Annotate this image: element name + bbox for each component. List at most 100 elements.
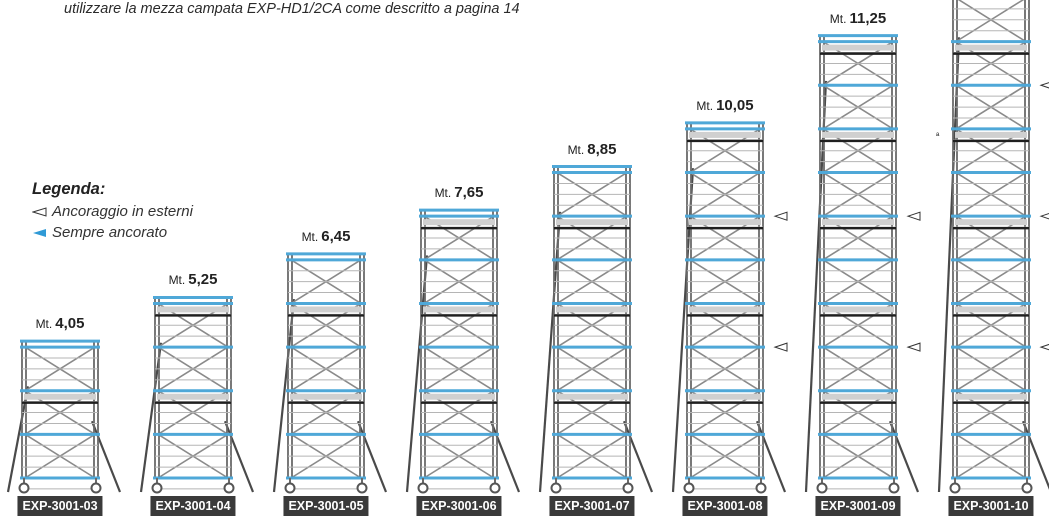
height-value: 8,85 bbox=[587, 140, 617, 158]
scaffold-tower bbox=[538, 165, 654, 512]
anchor-marker-icon bbox=[1039, 82, 1049, 89]
caster-wheel-icon bbox=[417, 482, 429, 494]
height-value: 6,45 bbox=[321, 227, 351, 245]
height-label: Mt. 8,85 bbox=[568, 141, 617, 158]
product-code-badge: EXP-3001-04 bbox=[150, 496, 236, 516]
platform bbox=[423, 393, 495, 400]
caster-wheel-icon bbox=[223, 482, 235, 494]
height-prefix: Mt. bbox=[567, 142, 585, 157]
platform bbox=[157, 306, 229, 313]
platform bbox=[955, 44, 1027, 51]
height-value: 4,05 bbox=[55, 315, 85, 333]
height-prefix: Mt. bbox=[35, 317, 53, 332]
height-label: Mt. 10,05 bbox=[696, 97, 753, 114]
scaffold-tower bbox=[139, 295, 255, 512]
product-code-badge: EXP-3001-05 bbox=[283, 496, 369, 516]
platform bbox=[423, 219, 495, 226]
outrigger bbox=[538, 211, 562, 493]
anchor-marker-icon bbox=[1039, 212, 1049, 220]
caster-wheel-icon bbox=[18, 482, 30, 494]
height-label: Mt. 7,65 bbox=[435, 184, 484, 201]
platform bbox=[822, 306, 894, 313]
scaffold-tower bbox=[937, 0, 1049, 512]
anchor-marker-icon bbox=[1039, 343, 1049, 351]
caster-wheel-icon bbox=[949, 482, 961, 494]
scaffold-tower bbox=[804, 34, 921, 512]
platform bbox=[955, 306, 1027, 313]
caster-wheel-icon bbox=[816, 482, 828, 494]
caster-wheel-icon bbox=[622, 482, 634, 494]
scaffold-tower bbox=[272, 252, 388, 512]
caster-wheel-icon bbox=[90, 482, 102, 494]
caster-wheel-icon bbox=[888, 482, 900, 494]
height-value: 11,25 bbox=[849, 9, 887, 27]
legend-item-label: Sempre ancorato bbox=[52, 224, 168, 241]
caster-wheel-icon bbox=[683, 482, 695, 494]
height-value: 7,65 bbox=[454, 184, 484, 202]
caster-wheel-icon bbox=[284, 482, 296, 494]
platform bbox=[556, 393, 628, 400]
height-value: 5,25 bbox=[188, 271, 218, 289]
product-code-badge: EXP-3001-10 bbox=[948, 496, 1034, 516]
product-code-badge: EXP-3001-06 bbox=[416, 496, 502, 516]
outrigger bbox=[272, 298, 296, 493]
outrigger bbox=[6, 386, 30, 493]
platform bbox=[556, 219, 628, 226]
height-label: Mt. 6,45 bbox=[302, 228, 351, 245]
platform bbox=[955, 219, 1027, 226]
platform bbox=[157, 393, 229, 400]
platform bbox=[955, 131, 1027, 138]
platform bbox=[423, 306, 495, 313]
blue-filled-triangle-icon bbox=[33, 228, 46, 237]
legend-item-external-anchor: Ancoraggio in esterni bbox=[32, 201, 193, 222]
height-prefix: Mt. bbox=[301, 229, 319, 244]
scaffold-tower bbox=[671, 121, 788, 512]
outline-triangle-icon bbox=[32, 206, 47, 217]
product-code-badge: EXP-3001-08 bbox=[682, 496, 768, 516]
platform bbox=[689, 131, 761, 138]
anchor-marker-icon bbox=[906, 211, 921, 221]
legend-item-always-anchored: Sempre ancorato bbox=[32, 222, 193, 243]
platform bbox=[290, 306, 362, 313]
product-code-badge: EXP-3001-07 bbox=[549, 496, 635, 516]
scaffold-tower bbox=[405, 208, 521, 512]
height-value: 10,05 bbox=[716, 96, 754, 114]
caster-wheel-icon bbox=[489, 482, 501, 494]
height-prefix: Mt. bbox=[696, 98, 714, 113]
product-code-badge: EXP-3001-03 bbox=[17, 496, 103, 516]
platform bbox=[822, 393, 894, 400]
platform bbox=[822, 131, 894, 138]
platform bbox=[822, 219, 894, 226]
caster-wheel-icon bbox=[1021, 482, 1033, 494]
platform bbox=[689, 306, 761, 313]
height-prefix: Mt. bbox=[829, 11, 847, 26]
outrigger bbox=[405, 255, 429, 493]
platform bbox=[822, 44, 894, 51]
anchor-marker-icon bbox=[773, 211, 788, 221]
anchor-marker-icon bbox=[906, 342, 921, 352]
anchor-marker-icon bbox=[773, 342, 788, 352]
legend-title: Legenda: bbox=[32, 180, 106, 198]
caster-wheel-icon bbox=[755, 482, 767, 494]
platform bbox=[689, 219, 761, 226]
outrigger bbox=[139, 342, 163, 493]
platform bbox=[556, 306, 628, 313]
header-note: utilizzare la mezza campata EXP-HD1/2CA … bbox=[64, 1, 520, 17]
product-code-badge: EXP-3001-09 bbox=[815, 496, 901, 516]
height-label: Mt. 5,25 bbox=[169, 271, 218, 288]
platform bbox=[290, 393, 362, 400]
caster-wheel-icon bbox=[151, 482, 163, 494]
platform bbox=[955, 393, 1027, 400]
caster-wheel-icon bbox=[356, 482, 368, 494]
scaffold-tower bbox=[6, 339, 122, 512]
outrigger bbox=[937, 37, 961, 493]
platform bbox=[689, 393, 761, 400]
height-label: Mt. 4,05 bbox=[36, 315, 85, 332]
platform bbox=[24, 393, 96, 400]
legend: Legenda: Ancoraggio in esterni Sempre an… bbox=[32, 180, 193, 243]
note-mark: ª bbox=[936, 131, 940, 141]
height-label: Mt. 11,25 bbox=[830, 10, 886, 27]
height-prefix: Mt. bbox=[168, 273, 186, 288]
height-prefix: Mt. bbox=[434, 186, 452, 201]
